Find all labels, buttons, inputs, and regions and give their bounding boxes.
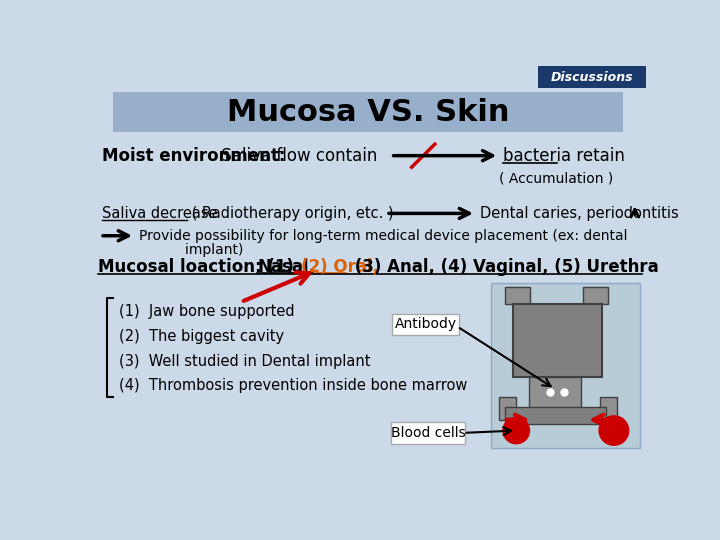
Text: Provide possibility for long-term medical device placement (ex: dental: Provide possibility for long-term medica… xyxy=(139,229,627,243)
Circle shape xyxy=(598,415,629,446)
Text: (2) Oral,: (2) Oral, xyxy=(301,258,379,275)
Text: bacteria retain: bacteria retain xyxy=(503,147,625,165)
FancyBboxPatch shape xyxy=(513,303,602,377)
Text: Discussions: Discussions xyxy=(551,71,634,84)
FancyBboxPatch shape xyxy=(392,314,459,335)
Circle shape xyxy=(503,417,530,444)
Text: (2)  The biggest cavity: (2) The biggest cavity xyxy=(120,329,284,344)
FancyBboxPatch shape xyxy=(391,422,465,444)
Text: (3)  Well studied in Dental implant: (3) Well studied in Dental implant xyxy=(120,354,371,369)
FancyBboxPatch shape xyxy=(499,397,516,420)
Text: (3) Anal, (4) Vaginal, (5) Urethra: (3) Anal, (4) Vaginal, (5) Urethra xyxy=(349,258,659,275)
FancyBboxPatch shape xyxy=(492,283,640,448)
Text: Nasal,: Nasal, xyxy=(258,258,315,275)
Text: Mucosa VS. Skin: Mucosa VS. Skin xyxy=(227,98,510,127)
Text: (4)  Thrombosis prevention inside bone marrow: (4) Thrombosis prevention inside bone ma… xyxy=(120,379,468,394)
FancyBboxPatch shape xyxy=(113,92,624,132)
Text: Mucosal loaction: (1): Mucosal loaction: (1) xyxy=(98,258,300,275)
FancyBboxPatch shape xyxy=(505,408,606,424)
Text: implant): implant) xyxy=(150,242,244,256)
Text: Dental caries, periodontitis: Dental caries, periodontitis xyxy=(480,206,678,221)
FancyBboxPatch shape xyxy=(583,287,608,303)
FancyBboxPatch shape xyxy=(505,287,530,303)
Text: Antibody: Antibody xyxy=(395,318,456,332)
FancyBboxPatch shape xyxy=(528,377,581,409)
Text: (1)  Jaw bone supported: (1) Jaw bone supported xyxy=(120,305,295,320)
Text: Blood cells: Blood cells xyxy=(390,426,465,440)
Text: Saliva decrease: Saliva decrease xyxy=(102,206,217,221)
Text: Moist environment:: Moist environment: xyxy=(102,147,285,165)
Text: ( Radiotherapy origin, etc. ): ( Radiotherapy origin, etc. ) xyxy=(187,206,394,221)
Text: Saliva flow contain: Saliva flow contain xyxy=(216,147,378,165)
FancyBboxPatch shape xyxy=(600,397,617,420)
FancyBboxPatch shape xyxy=(538,66,647,88)
Text: ( Accumulation ): ( Accumulation ) xyxy=(499,172,613,186)
